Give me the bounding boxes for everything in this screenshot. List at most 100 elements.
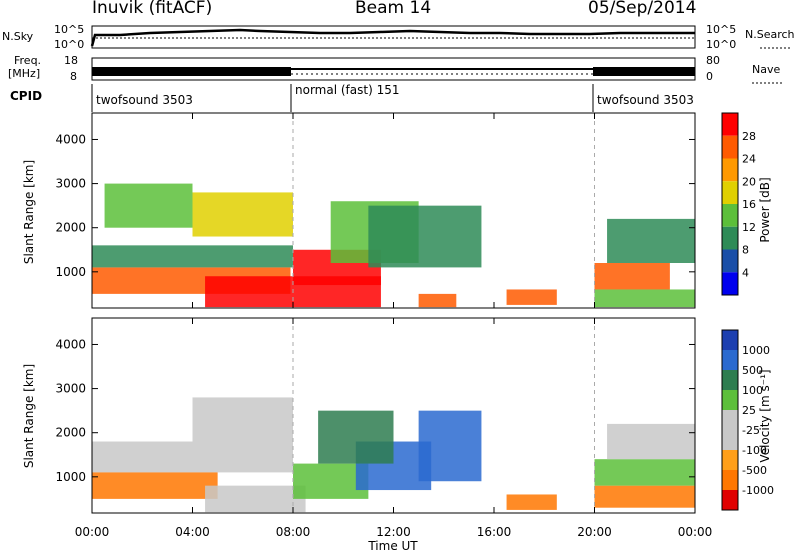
nsky-label: N.Sky bbox=[2, 30, 34, 43]
freq-label-2: [MHz] bbox=[8, 67, 40, 80]
beam-title: Beam 14 bbox=[355, 0, 431, 18]
nave-tick-low: 0 bbox=[706, 70, 713, 83]
velocity-colorbar-tick: -500 bbox=[742, 464, 767, 477]
cpid-segment-2: twofsound 3503 bbox=[597, 93, 694, 107]
velocity-colorbar-label: Velocity [m s⁻¹] bbox=[758, 369, 772, 462]
velocity-colorbar-tick: 25 bbox=[742, 404, 756, 417]
freq-trace-late bbox=[593, 67, 695, 76]
x-tick-label: 12:00 bbox=[376, 525, 411, 539]
velocity-ytick-label: 4000 bbox=[55, 337, 86, 351]
velocity-colorbar-swatch bbox=[722, 490, 738, 510]
velocity-colorbar-tick: -100 bbox=[742, 444, 767, 457]
power-colorbar-tick: 20 bbox=[742, 175, 756, 188]
power-colorbar-swatch bbox=[722, 135, 738, 159]
power-ytick-label: 4000 bbox=[55, 132, 86, 146]
freq-tick-low: 8 bbox=[70, 70, 77, 83]
power-colorbar-tick: 8 bbox=[742, 244, 749, 257]
power-ytick-label: 3000 bbox=[55, 177, 86, 191]
power-patch bbox=[368, 205, 482, 268]
velocity-data-layer bbox=[92, 318, 695, 513]
power-colorbar-swatch bbox=[722, 158, 738, 182]
freq-panel: Freq. [MHz] 18 8 80 0 Nave bbox=[8, 54, 782, 84]
velocity-ytick-label: 1000 bbox=[55, 470, 86, 484]
power-ylabel: Slant Range [km] bbox=[22, 160, 36, 264]
nsky-frame bbox=[91, 25, 696, 49]
nsky-trace bbox=[90, 28, 695, 47]
velocity-colorbar-tick: 100 bbox=[742, 384, 763, 397]
power-patch bbox=[418, 293, 457, 308]
velocity-patch bbox=[318, 410, 394, 464]
velocity-y-axis: 4000 3000 2000 1000 bbox=[55, 337, 695, 484]
velocity-colorbar-swatch bbox=[722, 430, 738, 450]
power-colorbar-label: Power [dB] bbox=[758, 177, 772, 242]
xaxis-label: Time UT bbox=[367, 539, 418, 553]
power-data-layer bbox=[92, 113, 695, 308]
nsearch-label: N.Search bbox=[745, 28, 795, 41]
nsearch-tick-high: 10^5 bbox=[706, 23, 736, 36]
velocity-patch bbox=[594, 459, 695, 486]
date-title: 05/Sep/2014 bbox=[588, 0, 696, 18]
velocity-colorbar-frame bbox=[721, 329, 739, 511]
power-colorbar-swatch bbox=[722, 226, 738, 250]
power-colorbar-swatch bbox=[722, 272, 738, 295]
x-tick-label: 04:00 bbox=[175, 525, 210, 539]
power-colorbar-tick: 12 bbox=[742, 221, 756, 234]
power-colorbar: 28 24 20 16 12 8 4 bbox=[721, 112, 756, 296]
power-colorbar-swatch bbox=[722, 204, 738, 227]
x-tick-label: 16:00 bbox=[477, 525, 512, 539]
power-panel: 4000 3000 2000 1000 Slant Range [km] 28 24 20… bbox=[22, 112, 772, 309]
power-patch bbox=[506, 289, 557, 305]
power-ytick-label: 2000 bbox=[55, 221, 86, 235]
power-patch bbox=[607, 218, 695, 263]
velocity-ytick-label: 2000 bbox=[55, 426, 86, 440]
velocity-colorbar-swatch bbox=[722, 350, 738, 370]
power-patch bbox=[192, 192, 293, 237]
freq-tick-high: 18 bbox=[64, 54, 78, 67]
cpid-row: CPID twofsound 3503 normal (fast) 151 tw… bbox=[10, 83, 694, 112]
velocity-colorbar-swatch bbox=[722, 410, 738, 430]
velocity-colorbar-swatch bbox=[722, 390, 738, 410]
velocity-patch bbox=[192, 397, 293, 442]
station-title: Inuvik (fitACF) bbox=[92, 0, 212, 18]
velocity-patch bbox=[607, 423, 695, 460]
velocity-ylabel: Slant Range [km] bbox=[22, 364, 36, 468]
power-patch bbox=[594, 289, 695, 308]
velocity-patch bbox=[92, 441, 293, 473]
x-tick-label: 20:00 bbox=[577, 525, 612, 539]
nsky-tick-low: 10^0 bbox=[54, 38, 84, 51]
power-colorbar-tick: 24 bbox=[742, 153, 756, 166]
power-patch bbox=[594, 263, 670, 290]
power-colorbar-tick: 4 bbox=[742, 266, 749, 279]
power-colorbar-swatch bbox=[722, 181, 738, 204]
nave-label: Nave bbox=[752, 63, 780, 76]
velocity-colorbar-tick: -1000 bbox=[742, 484, 774, 497]
power-colorbar-swatch bbox=[722, 249, 738, 273]
power-patch bbox=[92, 245, 293, 268]
velocity-colorbar-swatch bbox=[722, 330, 738, 350]
velocity-colorbar-tick: 500 bbox=[742, 364, 763, 377]
velocity-patch bbox=[506, 494, 557, 510]
nsearch-tick-low: 10^0 bbox=[706, 38, 736, 51]
power-colorbar-frame bbox=[721, 112, 739, 296]
power-colorbar-tick: 16 bbox=[742, 198, 756, 211]
x-tick-label: 00:00 bbox=[75, 525, 110, 539]
x-tick-label: 00:00 bbox=[678, 525, 713, 539]
cpid-segment-0: twofsound 3503 bbox=[96, 93, 193, 107]
velocity-ytick-label: 3000 bbox=[55, 382, 86, 396]
cpid-label: CPID bbox=[10, 89, 42, 103]
power-y-axis: 4000 3000 2000 1000 bbox=[55, 132, 695, 279]
velocity-colorbar: 1000 500 100 25 -25 -100 -500 -1000 bbox=[721, 329, 774, 511]
time-x-axis: 00:00 04:00 08:00 12:00 16:00 20:00 00:00 bbox=[75, 113, 713, 539]
freq-trace-early bbox=[92, 67, 291, 76]
cpid-segment-1: normal (fast) 151 bbox=[295, 83, 399, 97]
velocity-colorbar-swatch bbox=[722, 470, 738, 490]
velocity-colorbar-swatch bbox=[722, 370, 738, 390]
velocity-patch bbox=[205, 485, 306, 513]
nave-tick-high: 80 bbox=[706, 54, 720, 67]
nsky-panel: N.Sky 10^5 10^0 10^5 10^0 N.Search bbox=[2, 23, 795, 51]
freq-label-1: Freq. bbox=[14, 54, 41, 67]
velocity-colorbar-tick: 1000 bbox=[742, 344, 770, 357]
velocity-colorbar-swatch bbox=[722, 450, 738, 470]
velocity-colorbar-tick: -25 bbox=[742, 424, 760, 437]
